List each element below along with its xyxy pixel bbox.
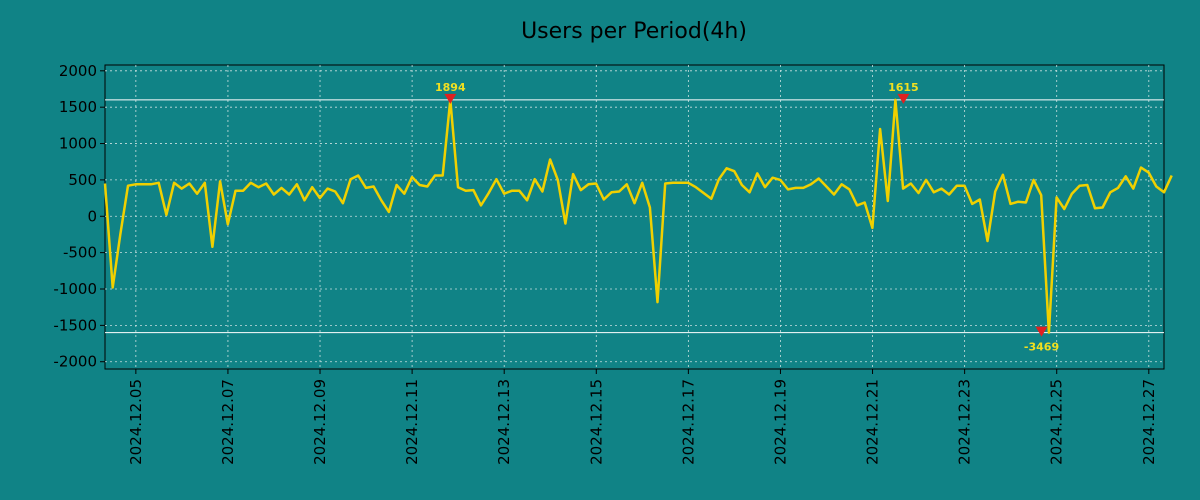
annotation-label: 1894 (435, 81, 466, 94)
x-tick-label: 2024.12.23 (956, 379, 974, 465)
x-tick-label: 2024.12.21 (864, 379, 882, 465)
annotation-marker (897, 93, 910, 104)
reference-lines (105, 99, 1164, 334)
series-lines (103, 98, 1173, 334)
x-tick-label: 2024.12.25 (1048, 379, 1066, 465)
y-tick-label: -500 (63, 244, 97, 262)
x-tick-label: 2024.12.19 (771, 379, 789, 465)
x-tick-label: 2024.12.13 (495, 379, 513, 465)
x-tick-label: 2024.12.17 (679, 379, 697, 465)
y-tick-label: 1000 (59, 135, 97, 153)
y-tick-label: 0 (87, 207, 97, 225)
x-tick-label: 2024.12.05 (127, 379, 145, 465)
y-tick-label: -1500 (53, 316, 97, 334)
x-tick-label: 2024.12.11 (403, 379, 421, 465)
y-tick-label: 500 (68, 171, 97, 189)
y-axis: -2000 -1500 -1000 -500 0 500 1000 1500 2000 (53, 62, 105, 371)
y-tick-label: 1500 (59, 98, 97, 116)
annotation-label: 1615 (888, 81, 919, 94)
series-line-users (103, 98, 1173, 334)
x-tick-label: 2024.12.09 (311, 379, 329, 465)
x-tick-label: 2024.12.15 (587, 379, 605, 465)
x-tick-label: 2024.12.27 (1140, 379, 1158, 465)
annotations: 1894 1615 -3469 (435, 81, 1059, 354)
y-tick-label: -2000 (53, 353, 97, 371)
plot-area (104, 64, 1165, 370)
annotation-label: -3469 (1024, 341, 1059, 354)
y-tick-label: 2000 (59, 62, 97, 80)
y-tick-label: -1000 (53, 280, 97, 298)
annotation-marker (1035, 326, 1048, 337)
x-axis: 2024.12.05 2024.12.07 2024.12.09 2024.12.11… (127, 369, 1158, 465)
annotation-marker (444, 93, 457, 104)
chart-title: Users per Period(4h) (521, 19, 747, 44)
x-tick-label: 2024.12.07 (219, 379, 237, 465)
